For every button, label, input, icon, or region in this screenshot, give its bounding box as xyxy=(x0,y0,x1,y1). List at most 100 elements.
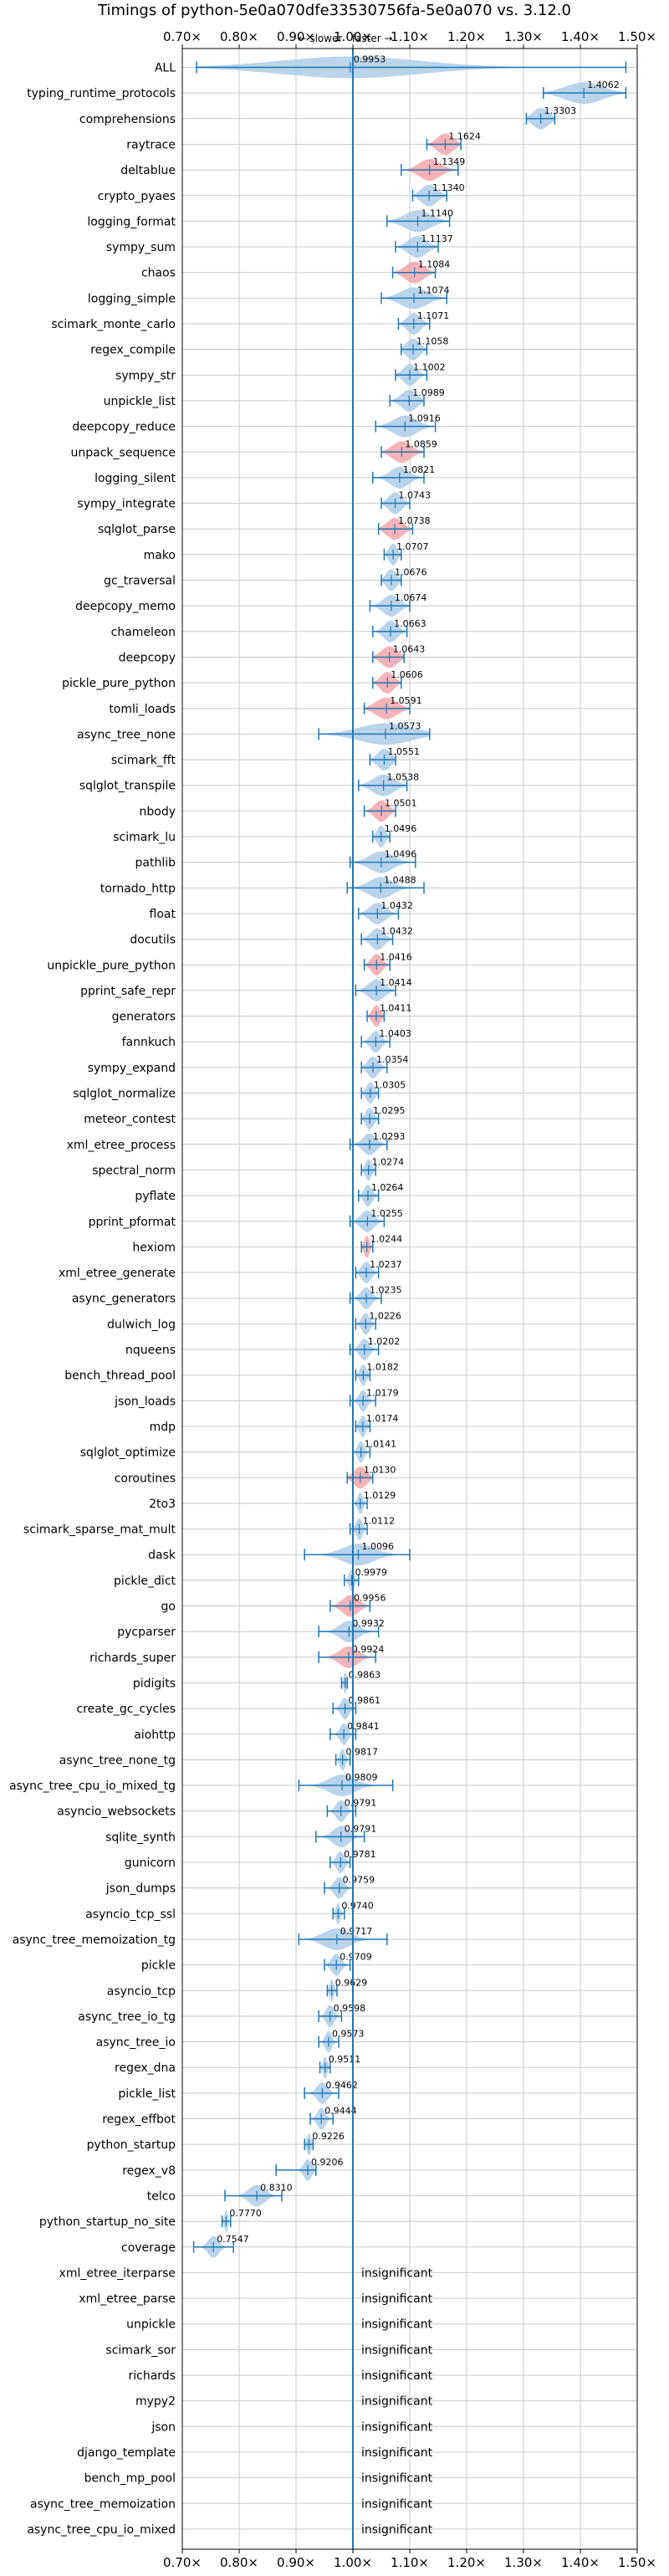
violin-layer xyxy=(192,56,627,2258)
row-label: deltablue xyxy=(120,164,176,177)
data-label: 1.3303 xyxy=(544,105,577,116)
row-label: coroutines xyxy=(115,1472,176,1485)
data-label: 1.1071 xyxy=(417,310,450,321)
row-label: async_tree_io xyxy=(96,2036,176,2050)
data-label: 0.9740 xyxy=(341,1900,374,1911)
row-label: pickle_list xyxy=(118,2087,176,2101)
data-label: 0.9781 xyxy=(344,1849,376,1860)
data-label: 1.0179 xyxy=(366,1387,399,1398)
data-label: 1.0501 xyxy=(385,797,417,808)
data-label: 0.9206 xyxy=(311,2157,344,2168)
row-label: dulwich_log xyxy=(107,1318,176,1331)
row-label: async_tree_memoization_tg xyxy=(13,1933,176,1947)
row-label: async_tree_memoization xyxy=(30,2497,176,2511)
row-label: docutils xyxy=(130,934,176,947)
data-label: 0.9861 xyxy=(349,1695,381,1706)
row-label: unpickle xyxy=(126,2318,176,2332)
row-label: scimark_monte_carlo xyxy=(51,318,176,331)
data-label: 0.7770 xyxy=(229,2208,262,2219)
data-label: 1.0293 xyxy=(373,1131,406,1142)
bottom-tick-label: 1.40× xyxy=(561,2555,600,2570)
top-tick-label: 0.70× xyxy=(163,29,202,44)
data-label: 1.0674 xyxy=(395,592,427,603)
row-label: pycparser xyxy=(117,1626,176,1639)
data-label: 1.1624 xyxy=(448,131,481,141)
row-label: meteor_contest xyxy=(84,1113,176,1126)
insignificant-label: insignificant xyxy=(361,2472,433,2486)
row-label: python_startup_no_site xyxy=(39,2215,176,2229)
row-label: ALL xyxy=(155,62,176,75)
row-label: comprehensions xyxy=(79,113,176,126)
bottom-tick-label: 1.50× xyxy=(618,2555,656,2570)
bottom-tick-label: 1.30× xyxy=(504,2555,543,2570)
row-label: sqlglot_transpile xyxy=(79,780,176,793)
row-label: pprint_safe_repr xyxy=(80,985,176,998)
row-label: 2to3 xyxy=(149,1498,176,1511)
data-label: 1.0551 xyxy=(387,746,420,757)
row-label: async_tree_io_tg xyxy=(78,2010,176,2024)
data-label: 1.0989 xyxy=(412,387,445,398)
row-label: django_template xyxy=(77,2446,176,2460)
row-label: go xyxy=(161,1600,176,1614)
bottom-tick-label: 0.90× xyxy=(277,2555,315,2570)
data-label: 0.9759 xyxy=(343,1875,375,1886)
row-label: sympy_str xyxy=(115,369,176,382)
data-label: 1.0488 xyxy=(384,874,416,885)
data-label: 1.0859 xyxy=(405,438,437,449)
row-label: hexiom xyxy=(132,1241,176,1254)
row-label: pickle_pure_python xyxy=(62,677,176,690)
row-label: regex_compile xyxy=(90,344,176,357)
insignificant-label: insignificant xyxy=(361,2395,433,2409)
bottom-tick-label: 1.20× xyxy=(447,2555,486,2570)
data-label: 1.1137 xyxy=(421,233,453,244)
row-label: sympy_integrate xyxy=(77,498,176,511)
bottom-tick-label: 0.80× xyxy=(220,2555,258,2570)
data-label: 1.0295 xyxy=(373,1105,406,1116)
row-label: chaos xyxy=(141,267,176,280)
row-label: async_tree_none_tg xyxy=(59,1754,176,1767)
data-label: 1.0821 xyxy=(403,464,436,475)
bottom-tick-label: 1.10× xyxy=(391,2555,429,2570)
data-label: 0.9817 xyxy=(346,1746,379,1757)
row-label: pickle_dict xyxy=(114,1575,176,1588)
data-label: 1.0237 xyxy=(370,1259,402,1270)
row-label: pyflate xyxy=(135,1190,176,1203)
data-label: 1.0916 xyxy=(408,413,440,424)
row-label: asyncio_tcp xyxy=(107,1984,176,1998)
row-label: async_tree_cpu_io_mixed_tg xyxy=(9,1780,176,1793)
row-label: mypy2 xyxy=(135,2395,176,2409)
data-label: 0.9863 xyxy=(349,1669,381,1680)
row-label: scimark_sor xyxy=(105,2343,176,2357)
data-label: 1.1140 xyxy=(421,207,454,218)
data-label: 1.0255 xyxy=(370,1208,403,1219)
row-label: sqlglot_normalize xyxy=(73,1088,176,1101)
row-label: bench_mp_pool xyxy=(84,2472,176,2486)
row-label: python_startup xyxy=(87,2138,176,2152)
data-label: 1.0707 xyxy=(396,541,429,552)
bottom-tick-label: 0.70× xyxy=(163,2555,202,2570)
top-tick-label: 0.90× xyxy=(277,29,315,44)
data-label: 1.0432 xyxy=(380,926,413,937)
row-label: gunicorn xyxy=(125,1856,176,1870)
row-label: async_tree_none xyxy=(77,728,176,741)
row-label: generators xyxy=(112,1011,176,1024)
insignificant-label: insignificant xyxy=(361,2266,433,2280)
insignificant-label: insignificant xyxy=(361,2343,433,2357)
row-label: sqlite_synth xyxy=(105,1831,176,1844)
data-label: 1.0182 xyxy=(366,1362,399,1373)
data-label: 1.0591 xyxy=(390,695,422,706)
row-label: pidigits xyxy=(133,1677,176,1690)
data-label: 1.1058 xyxy=(416,336,448,347)
row-label: aiohttp xyxy=(134,1728,176,1742)
data-label: 0.9717 xyxy=(340,1926,373,1937)
data-label: 0.9629 xyxy=(335,1977,368,1988)
data-label: 1.0538 xyxy=(387,772,420,783)
data-label: 1.0096 xyxy=(362,1541,395,1552)
row-label: pprint_pformat xyxy=(89,1216,176,1229)
row-label: unpickle_list xyxy=(104,395,176,408)
data-label: 0.9226 xyxy=(312,2131,345,2142)
data-label: 1.0235 xyxy=(370,1285,402,1296)
data-label: 0.9809 xyxy=(345,1772,378,1783)
row-label: asyncio_websockets xyxy=(57,1805,176,1819)
row-label: deepcopy_reduce xyxy=(72,421,176,434)
